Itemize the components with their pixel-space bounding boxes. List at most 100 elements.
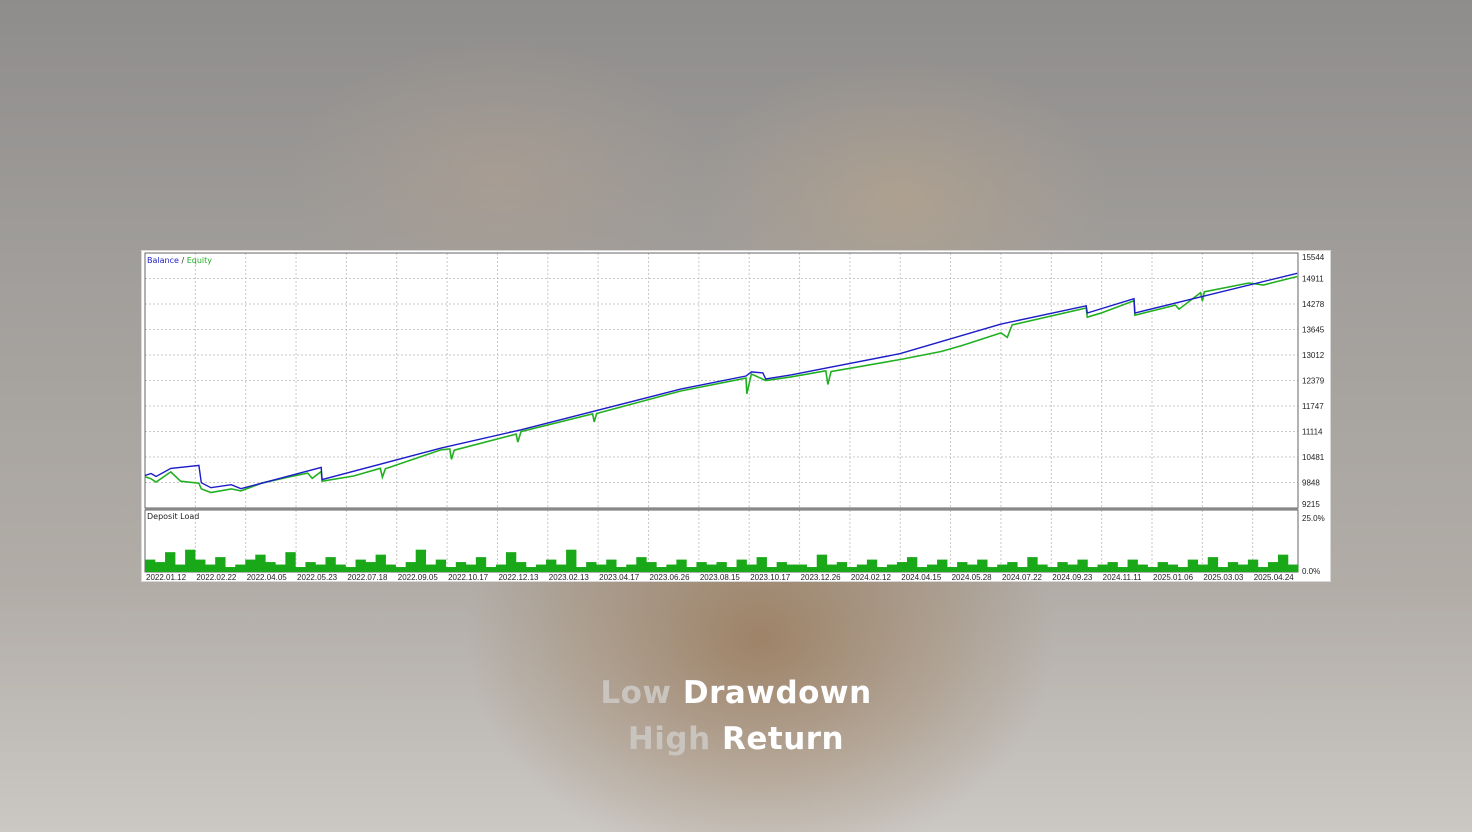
x-tick-label: 2023.04.17 <box>599 573 640 582</box>
balance-line <box>144 272 1298 490</box>
deposit-load-bar <box>1157 562 1168 572</box>
deposit-load-bar <box>1137 564 1148 572</box>
y-tick-label: 15544 <box>1302 253 1325 262</box>
deposit-load-bar <box>947 567 958 572</box>
deposit-load-bar <box>1077 559 1088 572</box>
deposit-load-bar <box>576 567 587 572</box>
deposit-load-bars <box>145 549 1299 572</box>
deposit-load-bar <box>1277 554 1289 572</box>
deposit-load-bar <box>666 564 677 572</box>
y-tick-label: 9848 <box>1302 478 1320 487</box>
deposit-load-bar <box>896 562 908 572</box>
deposit-load-bar <box>796 564 808 572</box>
deposit-load-bar <box>556 564 567 572</box>
deposit-load-bar <box>766 567 777 572</box>
deposit-load-bar <box>826 564 838 572</box>
deposit-load-bar <box>1147 567 1158 572</box>
deposit-load-bar <box>977 559 988 572</box>
deposit-load-bar <box>676 559 687 572</box>
x-tick-label: 2023.02.13 <box>549 573 590 582</box>
y-tick-label: 11747 <box>1302 402 1324 411</box>
deposit-load-bar <box>536 564 547 572</box>
deposit-load-bar <box>1047 567 1058 572</box>
y-tick-label: 13645 <box>1302 326 1325 335</box>
deposit-load-bar <box>265 562 276 572</box>
deposit-load-bar <box>997 564 1008 572</box>
deposit-load-bar <box>415 549 427 572</box>
deposit-load-bar <box>1217 567 1229 572</box>
deposit-load-bar <box>175 564 186 572</box>
deposit-load-bar <box>385 564 396 572</box>
deposit-load-bar <box>185 549 196 572</box>
deposit-load-bar <box>485 567 497 572</box>
x-tick-label: 2024.11.11 <box>1103 573 1142 582</box>
deposit-load-bar <box>626 564 637 572</box>
deposit-load-bar <box>886 564 898 572</box>
deposit-load-bar <box>957 562 968 572</box>
deposit-load-bar <box>987 567 998 572</box>
legend: Balance / Equity <box>147 256 212 265</box>
x-tick-label: 2023.10.17 <box>750 573 791 582</box>
x-tick-label: 2022.05.23 <box>297 573 338 582</box>
deposit-load-bar <box>856 564 868 572</box>
deposit-load-bar <box>866 559 878 572</box>
x-tick-label: 2025.01.06 <box>1153 573 1194 582</box>
deposit-load-bar <box>195 559 206 572</box>
deposit-load-bar <box>285 552 296 572</box>
deposit-y-tick-label: 0.0% <box>1302 567 1320 576</box>
strategy-tester-graph: 15544 14911 14278 13645 13012 12379 11747 11114… <box>141 250 1331 582</box>
deposit-load-bar <box>1007 562 1018 572</box>
deposit-load-bar <box>1067 564 1078 572</box>
deposit-y-tick-label: 25.0% <box>1302 514 1325 523</box>
deposit-load-bar <box>1057 562 1068 572</box>
deposit-load-bar <box>1087 567 1098 572</box>
headline-drawdown: Drawdown <box>682 675 872 711</box>
deposit-load-bar <box>255 554 266 572</box>
deposit-load-bar <box>917 567 928 572</box>
series-lines <box>144 272 1298 494</box>
deposit-load-bar <box>145 559 156 572</box>
x-tick-label: 2023.06.26 <box>650 573 691 582</box>
deposit-load-bar <box>235 564 246 572</box>
y-tick-label: 12379 <box>1302 377 1325 386</box>
x-tick-label: 2022.09.05 <box>398 573 439 582</box>
x-tick-label: 2022.02.22 <box>196 573 237 582</box>
deposit-load-bar <box>445 567 457 572</box>
deposit-load-bar <box>315 564 326 572</box>
x-tick-label: 2022.04.05 <box>247 573 288 582</box>
deposit-load-bar <box>275 564 286 572</box>
deposit-load-bar <box>586 562 597 572</box>
headline-low: Low <box>600 675 672 711</box>
deposit-load-bar <box>245 559 256 572</box>
deposit-load-bar <box>1167 564 1178 572</box>
y-tick-label: 14278 <box>1302 300 1325 309</box>
deposit-load-bar <box>305 562 316 572</box>
deposit-load-bar <box>927 564 938 572</box>
deposit-load-bar <box>1097 564 1108 572</box>
deposit-load-bar <box>646 562 657 572</box>
x-tick-label: 2025.04.24 <box>1254 573 1295 582</box>
deposit-load-bar <box>1237 564 1249 572</box>
deposit-load-bar <box>716 562 727 572</box>
x-tick-label: 2025.03.03 <box>1203 573 1244 582</box>
deposit-load-bar <box>505 552 517 572</box>
deposit-load-bar <box>515 562 527 572</box>
deposit-load-bar <box>425 564 437 572</box>
headline-line-2: High Return <box>0 721 1472 757</box>
headline-return: Return <box>721 721 845 757</box>
deposit-load-bar <box>435 559 447 572</box>
y-tick-label: 9215 <box>1302 500 1320 509</box>
deposit-load-bar <box>295 567 306 572</box>
x-tick-label: 2022.12.13 <box>498 573 539 582</box>
y-tick-label: 14911 <box>1302 275 1324 284</box>
deposit-load-bar <box>876 567 888 572</box>
deposit-load-bar <box>746 564 757 572</box>
deposit-load-bar <box>816 554 828 572</box>
deposit-load-bar <box>335 564 346 572</box>
y-tick-label: 11114 <box>1302 427 1323 436</box>
deposit-load-bar <box>706 564 717 572</box>
y-axis-ticks: 15544 14911 14278 13645 13012 12379 11747 11114… <box>1302 253 1325 576</box>
y-tick-label: 10481 <box>1302 453 1325 462</box>
deposit-load-bar <box>756 557 767 572</box>
headline-high: High <box>627 721 711 757</box>
